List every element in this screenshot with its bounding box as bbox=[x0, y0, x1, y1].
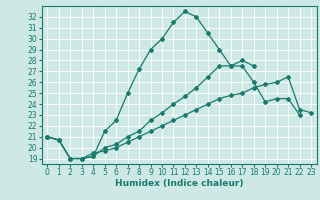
X-axis label: Humidex (Indice chaleur): Humidex (Indice chaleur) bbox=[115, 179, 244, 188]
